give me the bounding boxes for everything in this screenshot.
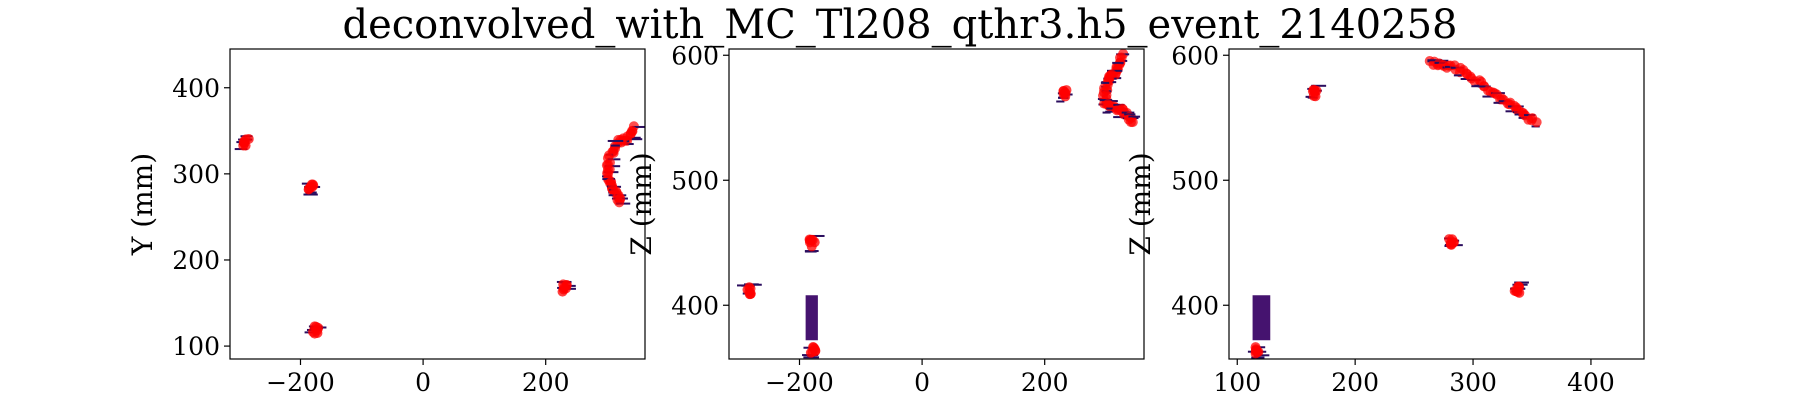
x-tick-label: −200 (765, 368, 834, 397)
deconvolved-hit (627, 138, 643, 141)
reconstructed-point (1060, 91, 1071, 102)
deconvolved-hit (1460, 77, 1470, 80)
reconstructed-point (239, 136, 250, 147)
deconvolved-hit (1112, 61, 1124, 64)
deconvolved-hit (1505, 110, 1515, 113)
deconvolved-hit (737, 284, 749, 287)
y-tick-label: 200 (172, 246, 220, 275)
y-tick-label: 400 (1171, 291, 1219, 320)
x-tick-label: 0 (415, 368, 431, 397)
x-tick-label: −200 (266, 368, 335, 397)
reconstructed-point (309, 321, 320, 332)
reconstructed-point (745, 283, 756, 294)
y-axis-label: Z (mm) (625, 152, 658, 255)
reconstructed-point (1125, 117, 1136, 128)
deconvolved-hit (1124, 113, 1136, 116)
reconstructed-point (1309, 85, 1320, 96)
figure-title: deconvolved_with_MC_Tl208_qthr3.h5_event… (342, 2, 1458, 48)
axes-frame (728, 48, 1145, 360)
panel-xy: −200 0 200 100 200 300 400 Y (mm) (126, 48, 646, 397)
x-tick-label: 200 (522, 368, 570, 397)
y-tick-label: 400 (671, 291, 719, 320)
deconvolved-hit (1482, 95, 1495, 98)
y-tick-label: 400 (172, 74, 220, 103)
deconvolved-hit (303, 193, 318, 196)
sensor-bar (805, 295, 818, 341)
deconvolved-hit (607, 158, 621, 161)
y-tick-label: 600 (671, 41, 719, 70)
reconstructed-point (806, 234, 817, 245)
deconvolved-hit (1453, 74, 1462, 77)
deconvolved-hit (610, 144, 620, 147)
deconvolved-hit (1445, 65, 1455, 68)
y-tick-label: 500 (671, 166, 719, 195)
deconvolved-hit (1493, 101, 1505, 104)
axes-frame (1228, 48, 1645, 360)
reconstructed-point (1531, 117, 1542, 128)
deconvolved-hit (809, 234, 825, 237)
y-axis-label: Y (mm) (126, 153, 159, 256)
x-tick-label: 100 (1213, 368, 1261, 397)
deconvolved-hit (1477, 85, 1491, 88)
x-tick-label: 200 (1021, 368, 1069, 397)
deconvolved-hit (1113, 116, 1123, 119)
deconvolved-hit (1056, 100, 1065, 103)
deconvolved-hit (632, 125, 646, 128)
reconstructed-point (805, 347, 816, 358)
reconstructed-point (308, 180, 319, 191)
panel-xz: −200 0 200 400 500 600 Z (mm) (625, 41, 1145, 397)
axes-frame (229, 48, 646, 360)
y-tick-label: 600 (1171, 41, 1219, 70)
deconvolved-hit (627, 136, 641, 139)
deconvolved-hit (607, 139, 624, 142)
reconstructed-point (614, 197, 625, 208)
y-axis-label: Z (mm) (1124, 152, 1157, 255)
y-tick-label: 300 (172, 160, 220, 189)
sensor-bar (1252, 295, 1271, 341)
y-tick-label: 100 (172, 332, 220, 361)
reconstructed-point (557, 286, 568, 297)
deconvolved-hit (746, 283, 762, 286)
deconvolved-hit (1100, 81, 1110, 84)
x-tick-label: 200 (1331, 368, 1379, 397)
x-tick-label: 400 (1567, 368, 1615, 397)
x-tick-label: 300 (1449, 368, 1497, 397)
deconvolved-hit (1105, 110, 1113, 113)
reconstructed-point (1444, 234, 1455, 245)
deconvolved-hit (1128, 115, 1141, 118)
reconstructed-point (1252, 346, 1263, 357)
deconvolved-hit (1311, 84, 1327, 87)
y-tick-label: 500 (1171, 166, 1219, 195)
x-tick-label: 0 (914, 368, 930, 397)
reconstructed-point (1512, 286, 1523, 297)
panel-yz: 100 200 300 400 400 500 600 Z (mm) (1124, 41, 1645, 397)
